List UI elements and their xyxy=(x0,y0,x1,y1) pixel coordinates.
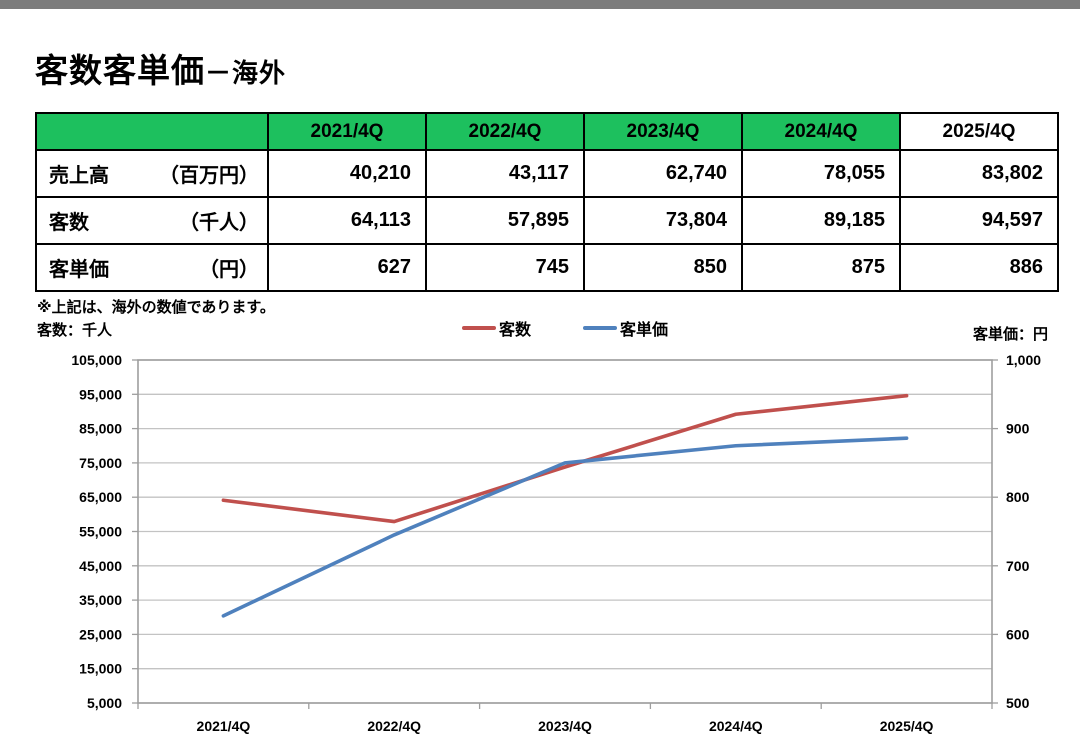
row-unit: （千人） xyxy=(179,212,259,234)
cell-customers-2025: 94,597 xyxy=(899,196,1059,245)
left-axis-tick-label: 35,000 xyxy=(79,592,122,608)
right-axis-tick-label: 700 xyxy=(1006,558,1030,574)
legend-line-spend-icon xyxy=(583,326,617,330)
cell-customers-2022: 57,895 xyxy=(425,196,585,245)
left-axis-tick-label: 75,000 xyxy=(79,455,122,471)
left-axis-tick-label: 5,000 xyxy=(87,695,122,711)
row-label: 売上高 xyxy=(49,165,109,187)
row-unit: （百万円） xyxy=(159,165,259,187)
left-axis-tick-label: 65,000 xyxy=(79,489,122,505)
left-axis-tick-label: 85,000 xyxy=(79,421,122,437)
table-row-sales: 売上高 （百万円） 40,210 43,117 62,740 78,055 83,… xyxy=(35,149,1059,198)
x-axis-tick-label: 2023/4Q xyxy=(538,718,592,734)
cell-customers-2024: 89,185 xyxy=(741,196,901,245)
table-row-spend: 客単価 （円） 627 745 850 875 886 xyxy=(35,243,1059,292)
row-header-sales: 売上高 （百万円） xyxy=(35,149,269,198)
cell-sales-2023: 62,740 xyxy=(583,149,743,198)
row-label: 客数 xyxy=(49,212,89,234)
top-accent-bar xyxy=(0,0,1080,9)
left-axis-tick-label: 15,000 xyxy=(79,661,122,677)
row-header-spend: 客単価 （円） xyxy=(35,243,269,292)
series-line-客単価 xyxy=(221,436,909,618)
right-axis-tick-label: 800 xyxy=(1006,489,1030,505)
row-label: 客単価 xyxy=(49,259,109,281)
column-header-2021-4q: 2021/4Q xyxy=(267,112,427,151)
row-unit: （円） xyxy=(199,259,259,281)
footnote: ※上記は、海外の数値であります。 xyxy=(37,299,275,316)
page-title: 客数客単価－海外 xyxy=(35,44,286,92)
column-header-2023-4q: 2023/4Q xyxy=(583,112,743,151)
metrics-table: 2021/4Q 2022/4Q 2023/4Q 2024/4Q 2025/4Q … xyxy=(35,112,1059,292)
cell-customers-2021: 64,113 xyxy=(267,196,427,245)
x-axis-tick-label: 2024/4Q xyxy=(709,718,763,734)
cell-spend-2024: 875 xyxy=(741,243,901,292)
cell-spend-2025: 886 xyxy=(899,243,1059,292)
page-title-sub: －海外 xyxy=(205,58,287,88)
right-axis-tick-label: 600 xyxy=(1006,626,1030,642)
right-axis-tick-label: 500 xyxy=(1006,695,1030,711)
cell-spend-2022: 745 xyxy=(425,243,585,292)
legend-item-spend: 客単価 xyxy=(583,316,668,340)
right-axis-tick-label: 900 xyxy=(1006,421,1030,437)
table-header-row: 2021/4Q 2022/4Q 2023/4Q 2024/4Q 2025/4Q xyxy=(35,112,1059,151)
cell-sales-2025: 83,802 xyxy=(899,149,1059,198)
left-axis-tick-label: 45,000 xyxy=(79,558,122,574)
cell-customers-2023: 73,804 xyxy=(583,196,743,245)
cell-spend-2023: 850 xyxy=(583,243,743,292)
series-line-客数 xyxy=(221,393,909,524)
left-axis-tick-label: 25,000 xyxy=(79,626,122,642)
x-axis-tick-label: 2025/4Q xyxy=(880,718,934,734)
right-axis-tick-label: 1,000 xyxy=(1006,352,1041,368)
chart-legend: 客数 客単価 xyxy=(138,316,992,340)
table-corner-cell xyxy=(35,112,269,151)
cell-sales-2021: 40,210 xyxy=(267,149,427,198)
left-axis-title: 客数：千人 xyxy=(37,322,113,339)
table-row-customers: 客数 （千人） 64,113 57,895 73,804 89,185 94,59… xyxy=(35,196,1059,245)
column-header-2022-4q: 2022/4Q xyxy=(425,112,585,151)
cell-sales-2022: 43,117 xyxy=(425,149,585,198)
cell-spend-2021: 627 xyxy=(267,243,427,292)
column-header-2024-4q: 2024/4Q xyxy=(741,112,901,151)
x-axis-tick-label: 2022/4Q xyxy=(367,718,421,734)
row-header-customers: 客数 （千人） xyxy=(35,196,269,245)
left-axis-tick-label: 95,000 xyxy=(79,386,122,402)
legend-line-customers-icon xyxy=(461,326,496,330)
right-axis-title: 客単価：円 xyxy=(972,326,1048,343)
left-axis-tick-label: 55,000 xyxy=(79,524,122,540)
legend-item-customers: 客数 xyxy=(461,316,531,340)
column-header-2025-4q: 2025/4Q xyxy=(899,112,1059,151)
legend-label-customers: 客数 xyxy=(498,322,531,339)
cell-sales-2024: 78,055 xyxy=(741,149,901,198)
left-axis-tick-label: 105,000 xyxy=(71,352,122,368)
x-axis-tick-label: 2021/4Q xyxy=(197,718,251,734)
legend-label-spend: 客単価 xyxy=(620,322,669,339)
page-title-main: 客数客単価 xyxy=(35,52,205,89)
